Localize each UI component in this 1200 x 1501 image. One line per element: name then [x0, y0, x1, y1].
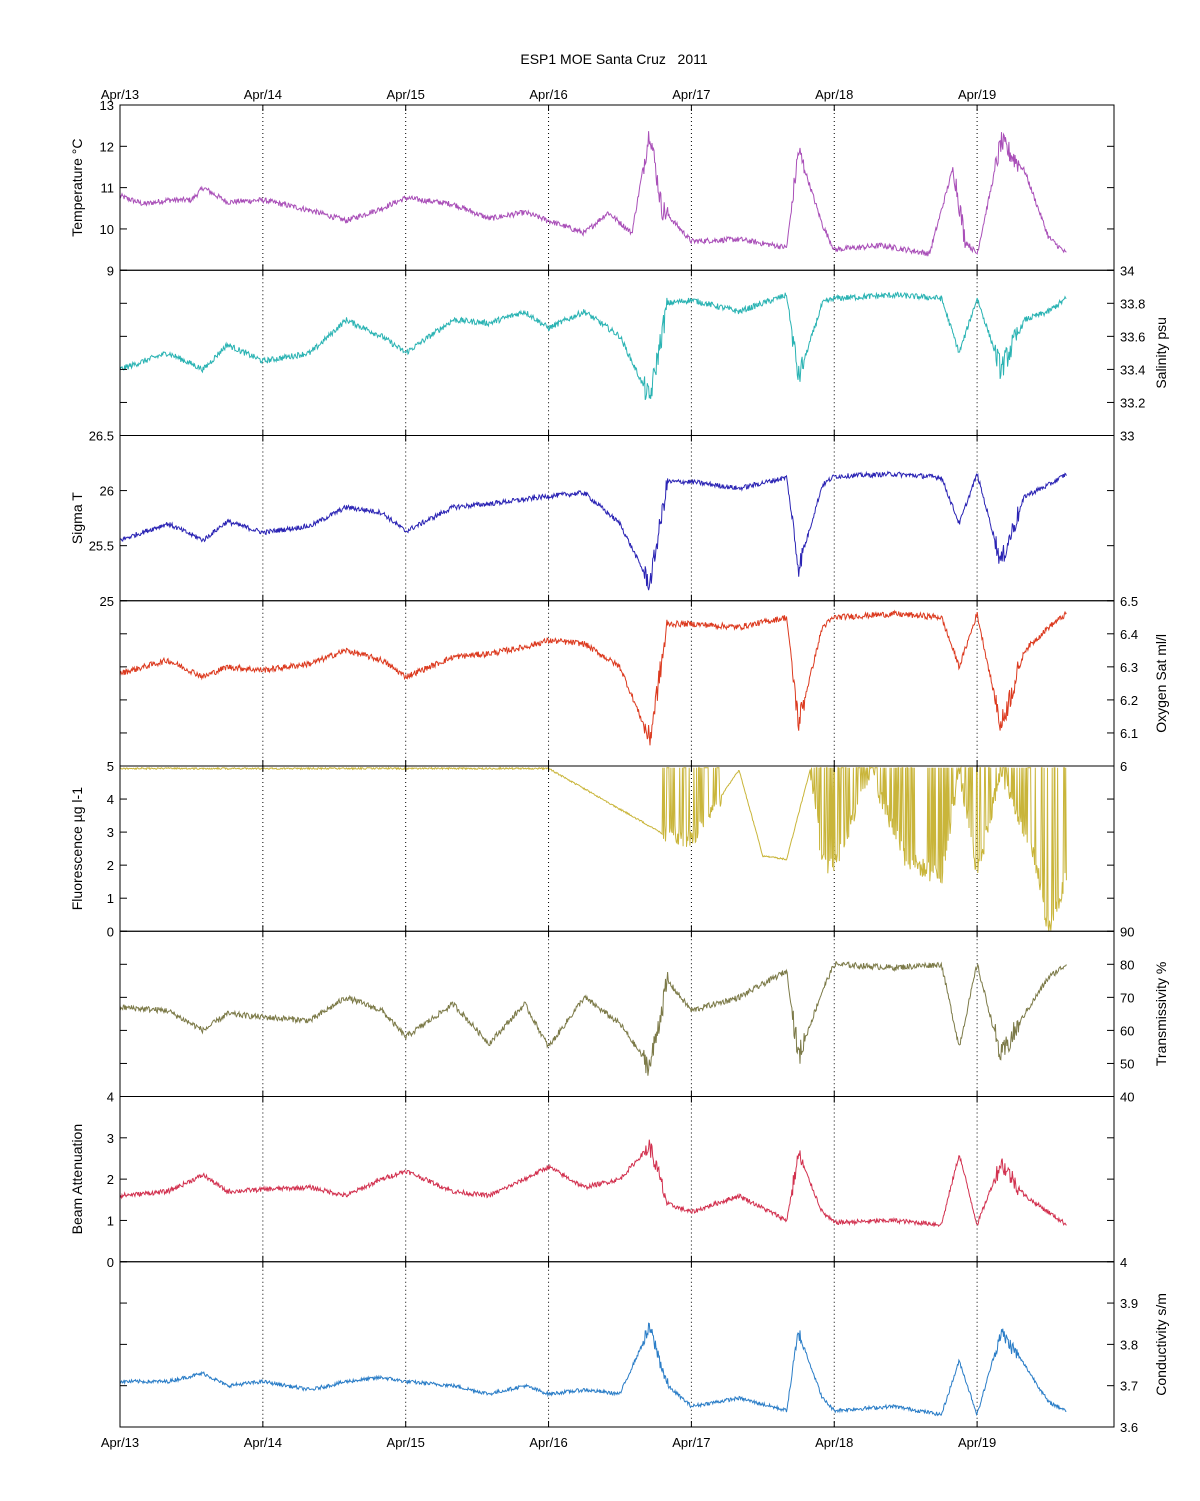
y-tick-label: 4 [107, 792, 114, 807]
x-tick-label-top: Apr/18 [815, 87, 853, 102]
top-date-axis: Apr/13 Apr/14 Apr/15 Apr/16 Apr/17 Apr/18 Apr/… [101, 87, 996, 102]
y-tick-label: 10 [100, 222, 114, 237]
y-tick-label: 34 [1120, 263, 1134, 278]
panel-conductivity: 3.6 3.7 3.8 3.9 4 Conductivity s/m [119, 1255, 1169, 1435]
y-axis-label-salinity: Salinity psu [1153, 317, 1169, 389]
y-tick-label: 60 [1120, 1023, 1134, 1038]
x-tick-label-bottom: Apr/17 [672, 1435, 710, 1450]
y-tick-label: 9 [107, 263, 114, 278]
x-tick-label-top: Apr/16 [529, 87, 567, 102]
y-tick-label: 11 [101, 181, 115, 196]
series-line-conductivity [119, 1322, 1067, 1417]
y-tick-label: 3 [107, 825, 114, 840]
y-tick-label: 33 [1120, 429, 1134, 444]
y-axis-label-oxygen_sat: Oxygen Sat ml/l [1153, 634, 1169, 733]
y-axis-label-beam_attenuation: Beam Attenuation [69, 1124, 85, 1235]
x-tick-label-bottom: Apr/14 [244, 1435, 282, 1450]
y-tick-label: 6.4 [1120, 627, 1138, 642]
y-tick-label: 50 [1120, 1056, 1134, 1071]
y-tick-label: 2 [107, 858, 114, 873]
x-tick-label-top: Apr/17 [672, 87, 710, 102]
panel-frame [119, 435, 1115, 602]
y-tick-label: 70 [1120, 990, 1134, 1005]
y-tick-label: 25 [100, 594, 114, 609]
series-line-transmissivity [119, 961, 1067, 1076]
y-axis-label-fluorescence: Fluorescence µg l-1 [69, 787, 85, 910]
x-tick-label-top: Apr/19 [958, 87, 996, 102]
y-tick-label: 4 [107, 1090, 114, 1105]
chart-title: ESP1 MOE Santa Cruz 2011 [520, 51, 707, 67]
panel-salinity: 33 33.2 33.4 33.6 33.8 34 Salinity psu [119, 263, 1169, 444]
y-tick-label: 2 [107, 1172, 114, 1187]
y-axis-label-temperature: Temperature °C [69, 139, 85, 237]
y-tick-label: 33.4 [1120, 362, 1145, 377]
series-line-sigma_t [119, 470, 1067, 591]
y-tick-label: 26 [100, 484, 114, 499]
y-tick-label: 5 [107, 759, 114, 774]
series-line-temperature [119, 131, 1067, 257]
y-tick-label: 6 [1120, 759, 1127, 774]
y-tick-label: 6.3 [1120, 660, 1138, 675]
y-tick-label: 26.5 [89, 429, 114, 444]
y-tick-label: 40 [1120, 1090, 1134, 1105]
y-tick-label: 6.1 [1120, 726, 1138, 741]
y-tick-label: 3 [107, 1131, 114, 1146]
y-axis-label-sigma_t: Sigma T [69, 492, 85, 544]
y-tick-label: 90 [1120, 924, 1134, 939]
y-tick-label: 4 [1120, 1255, 1127, 1270]
y-tick-label: 3.7 [1120, 1379, 1138, 1394]
y-axis-label-conductivity: Conductivity s/m [1153, 1293, 1169, 1396]
y-tick-label: 13 [100, 98, 114, 113]
x-tick-label-bottom: Apr/19 [958, 1435, 996, 1450]
y-tick-label: 3.9 [1120, 1296, 1138, 1311]
panel-fluorescence: 0 1 2 3 4 5 Fluorescence µg l-1 [69, 759, 1115, 939]
panel-frame [119, 930, 1115, 1097]
y-tick-label: 1 [107, 891, 114, 906]
panel-temperature: 9 10 11 12 13 Temperature °C [69, 98, 1115, 278]
series-line-salinity [119, 291, 1067, 400]
bottom-date-axis: Apr/13 Apr/14 Apr/15 Apr/16 Apr/17 Apr/18 Apr/… [101, 1435, 996, 1450]
y-tick-label: 12 [100, 139, 114, 154]
series-line-beam_attenuation [119, 1139, 1067, 1228]
y-tick-label: 0 [107, 1255, 114, 1270]
y-tick-label: 3.8 [1120, 1337, 1138, 1352]
y-tick-label: 33.6 [1120, 329, 1145, 344]
y-tick-label: 6.5 [1120, 594, 1138, 609]
x-tick-label-top: Apr/14 [244, 87, 282, 102]
x-tick-label-top: Apr/13 [101, 87, 139, 102]
panel-sigma_t: 25 25.5 26 26.5 Sigma T [69, 429, 1115, 609]
y-tick-label: 80 [1120, 957, 1134, 972]
y-tick-label: 1 [107, 1213, 114, 1228]
y-tick-label: 33.2 [1120, 395, 1145, 410]
x-tick-label-top: Apr/15 [387, 87, 425, 102]
y-tick-label: 3.6 [1120, 1420, 1138, 1435]
series-line-oxygen_sat [119, 609, 1067, 746]
x-tick-label-bottom: Apr/13 [101, 1435, 139, 1450]
x-tick-label-bottom: Apr/15 [387, 1435, 425, 1450]
y-tick-label: 0 [107, 924, 114, 939]
panel-beam_attenuation: 0 1 2 3 4 Beam Attenuation [69, 1090, 1115, 1270]
x-tick-label-bottom: Apr/16 [529, 1435, 567, 1450]
y-axis-label-transmissivity: Transmissivity % [1153, 962, 1169, 1067]
y-tick-label: 25.5 [89, 539, 114, 554]
panel-frame [119, 600, 1115, 767]
y-tick-label: 6.2 [1120, 693, 1138, 708]
series-line-fluorescence [119, 766, 1067, 932]
x-tick-label-bottom: Apr/18 [815, 1435, 853, 1450]
panel-oxygen_sat: 6 6.1 6.2 6.3 6.4 6.5 Oxygen Sat ml/l [119, 594, 1169, 774]
panel-transmissivity: 40 50 60 70 80 90 Transmissivity % [119, 924, 1169, 1105]
panel-frame [119, 1261, 1115, 1428]
panel-frame [119, 269, 1115, 436]
y-tick-label: 33.8 [1120, 296, 1145, 311]
